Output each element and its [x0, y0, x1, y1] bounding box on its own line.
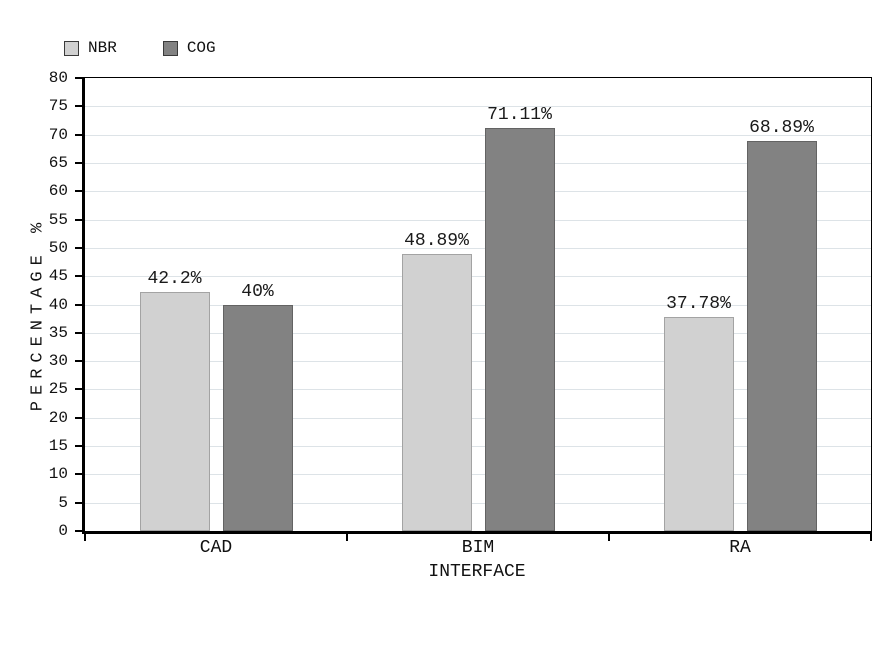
y-tick-label: 55 — [48, 210, 68, 229]
y-tick-label: 65 — [48, 153, 68, 172]
y-tick-mark — [75, 133, 82, 136]
y-tick-mark — [75, 218, 82, 221]
bar-nbr-cad — [139, 292, 210, 531]
bar-cog-bim — [484, 128, 555, 531]
y-tick-label: 40 — [48, 295, 68, 314]
y-tick-mark — [75, 303, 82, 306]
y-tick-mark — [75, 416, 82, 419]
y-tick-label: 5 — [58, 493, 68, 512]
y-tick-label: 75 — [48, 97, 68, 116]
bar-unit-nbr-cad: 42.2% — [139, 78, 210, 531]
y-tick-label: 30 — [48, 352, 68, 371]
y-tick-mark — [75, 190, 82, 193]
y-tick-mark — [75, 105, 82, 108]
bar-nbr-ra — [663, 317, 734, 531]
gridline — [85, 134, 871, 136]
y-tick-label: 45 — [48, 267, 68, 286]
x-axis-ticks — [84, 534, 872, 542]
x-axis-labels: CAD BIM RA — [85, 538, 871, 558]
bar-value-label: 71.11% — [487, 105, 552, 126]
bar-nbr-bim — [401, 254, 472, 531]
legend-item-cog: COG — [162, 39, 216, 57]
bar-unit-nbr-bim: 48.89% — [401, 78, 472, 531]
y-tick-mark — [75, 246, 82, 249]
y-tick-label: 10 — [48, 465, 68, 484]
y-tick-mark — [75, 275, 82, 278]
x-category-label-ra: RA — [729, 538, 751, 558]
y-tick-mark — [75, 161, 82, 164]
legend-label-cog: COG — [186, 39, 216, 57]
x-category-label-cad: CAD — [199, 538, 233, 558]
legend-item-nbr: NBR — [64, 40, 117, 57]
y-tick-label: 80 — [48, 69, 68, 87]
chart-legend: NBR COG — [64, 40, 216, 57]
y-tick-mark — [75, 388, 82, 391]
y-tick-label: 50 — [48, 238, 68, 257]
bar-value-label: 40% — [241, 281, 274, 302]
y-tick-mark — [75, 530, 82, 532]
y-tick-mark — [75, 501, 82, 504]
bar-groups: 42.2% 40% 48.89% 71.11% 37.78% 68.89% — [85, 78, 871, 531]
gridline — [85, 106, 871, 108]
gridline — [85, 162, 871, 164]
y-tick-label: 15 — [48, 437, 68, 456]
x-tick-mark — [607, 534, 610, 541]
gridline — [85, 219, 871, 221]
legend-swatch-cog-icon — [162, 41, 178, 56]
bar-unit-cog-cad: 40% — [222, 78, 293, 531]
bar-unit-nbr-ra: 37.78% — [663, 78, 734, 531]
y-tick-mark — [75, 445, 82, 448]
y-tick-label: 25 — [48, 380, 68, 399]
gridline — [85, 304, 871, 306]
plot-area: 42.2% 40% 48.89% 71.11% 37.78% 68.89% — [82, 77, 872, 534]
bar-value-label: 48.89% — [404, 231, 469, 252]
y-axis-ticks: 0 5 10 15 20 25 30 35 40 45 50 55 60 65 70 75 80 — [0, 69, 82, 540]
bar-group-ra: 37.78% 68.89% — [609, 78, 871, 531]
x-tick-mark — [345, 534, 348, 541]
y-tick-label: 70 — [48, 125, 68, 144]
x-tick-mark — [84, 534, 86, 541]
gridlines — [85, 78, 871, 531]
bar-value-label: 68.89% — [749, 117, 814, 138]
gridline — [85, 502, 871, 504]
legend-swatch-nbr-icon — [64, 41, 79, 56]
x-axis-title: INTERFACE — [428, 562, 526, 582]
gridline — [85, 361, 871, 363]
bar-value-label: 37.78% — [666, 294, 731, 315]
bar-group-bim: 48.89% 71.11% — [347, 78, 609, 531]
gridline — [85, 474, 871, 476]
bar-unit-cog-ra: 68.89% — [746, 78, 817, 531]
y-tick-label: 35 — [48, 323, 68, 342]
y-tick-label: 0 — [58, 522, 68, 540]
gridline — [85, 446, 871, 448]
bar-unit-cog-bim: 71.11% — [484, 78, 555, 531]
y-tick-label: 60 — [48, 182, 68, 201]
y-tick-mark — [75, 331, 82, 334]
gridline — [85, 191, 871, 193]
y-tick-label: 20 — [48, 408, 68, 427]
y-tick-mark — [75, 77, 82, 79]
bar-value-label: 42.2% — [147, 269, 202, 290]
gridline — [85, 247, 871, 249]
gridline — [85, 389, 871, 391]
gridline — [85, 417, 871, 419]
gridline — [85, 332, 871, 334]
legend-label-nbr: NBR — [88, 39, 117, 57]
bar-cog-cad — [222, 304, 293, 531]
bar-group-cad: 42.2% 40% — [85, 78, 347, 531]
y-tick-mark — [75, 473, 82, 476]
gridline — [85, 276, 871, 278]
y-tick-mark — [75, 360, 82, 363]
x-category-label-bim: BIM — [461, 538, 495, 558]
x-tick-mark — [870, 534, 872, 541]
bar-cog-ra — [746, 140, 817, 531]
